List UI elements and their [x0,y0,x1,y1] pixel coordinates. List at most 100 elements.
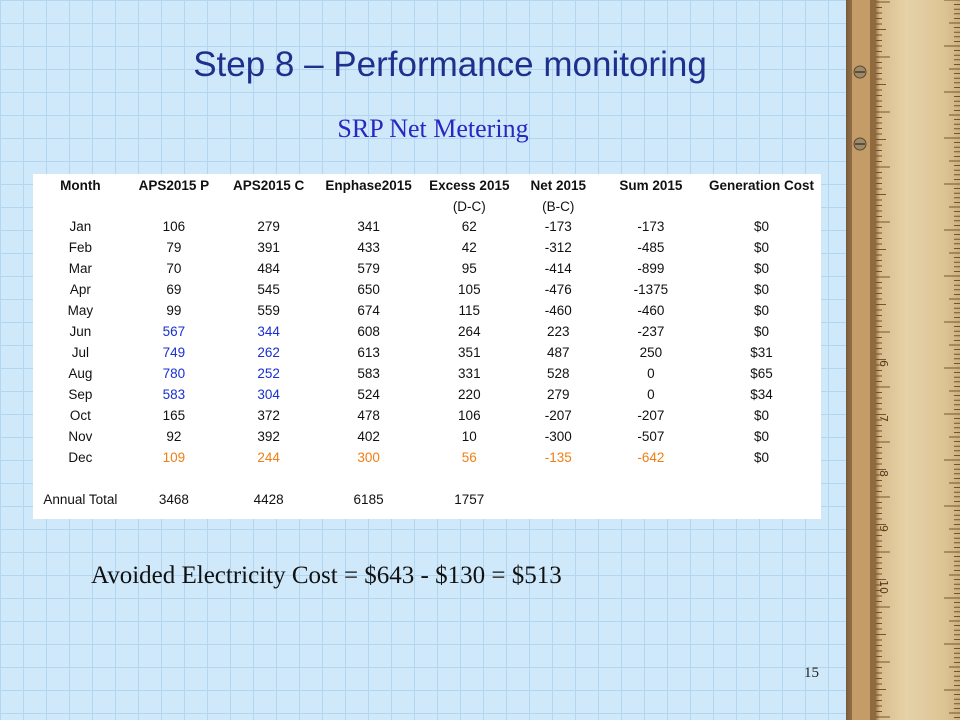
table-header-row: Month APS2015 P APS2015 C Enphase2015 Ex… [35,174,821,196]
total-sum [600,488,702,510]
cell-month: Nov [68,429,93,444]
header-excess: Excess 2015 [429,177,510,193]
cell-aps-c: 279 [257,219,280,234]
subheader-cell: (B-C) [542,198,575,214]
subheader-cell [315,196,422,216]
cell-excess: 62 [461,219,477,234]
cell-generation-cost: $0 [753,261,769,276]
cell-aps-p: 109 [162,450,186,465]
total-excess: 1757 [454,491,485,507]
cell-aps-p: 70 [166,261,182,276]
cell-aps-c: 252 [257,366,280,381]
cell-excess: 351 [458,345,481,360]
cell-sum: -485 [637,240,665,255]
cell-aps-c: 262 [257,345,280,360]
table-row: Jan 106 279 341 62 -173 -173 $0 [35,216,821,237]
total-row: Annual Total 3468 4428 6185 1757 [35,488,821,510]
spacer-row [35,468,821,488]
cell-enphase: 650 [357,282,380,297]
subheader-cell [222,196,315,216]
cell-aps-p: 69 [166,282,182,297]
cell-excess: 331 [458,366,481,381]
total-net [517,488,600,510]
cell-sum: 0 [647,366,655,381]
cell-enphase: 341 [357,219,380,234]
cell-month: Jan [69,219,92,234]
cell-excess: 95 [461,261,477,276]
cell-excess: 42 [461,240,477,255]
svg-text:8: 8 [877,470,890,477]
cell-sum: -173 [637,219,665,234]
table-subheader-row: (D-C) (B-C) [35,196,821,216]
total-generation-cost [702,488,821,510]
cell-aps-c: 559 [257,303,280,318]
cell-generation-cost: $65 [750,366,773,381]
table-row: Apr 69 545 650 105 -476 -1375 $0 [35,279,821,300]
cell-generation-cost: $0 [753,450,769,465]
cell-month: Oct [69,408,91,423]
cell-excess: 220 [458,387,481,402]
total-aps-p: 3468 [158,491,189,507]
cell-aps-c: 344 [257,324,280,339]
cell-enphase: 524 [357,387,380,402]
subheader-cell [702,196,821,216]
table-row: Aug 780 252 583 331 528 0 $65 [35,363,821,384]
table-body: Jan 106 279 341 62 -173 -173 $0 Feb 79 391 433 42 -3… [35,216,821,510]
cell-sum: 250 [639,345,663,360]
cell-enphase: 613 [357,345,380,360]
cell-net: -173 [544,219,572,234]
cell-generation-cost: $0 [753,303,769,318]
cell-aps-c: 392 [257,429,280,444]
page-number: 15 [804,665,819,681]
metering-table-container: Month APS2015 P APS2015 C Enphase2015 Ex… [33,174,821,519]
cell-enphase: 674 [357,303,380,318]
cell-sum: -1375 [633,282,669,297]
cell-net: -300 [544,429,572,444]
cell-month: May [67,303,94,318]
cell-aps-c: 484 [257,261,280,276]
cell-month: Jun [69,324,92,339]
cell-excess: 106 [458,408,481,423]
cell-net: 223 [547,324,570,339]
cell-aps-p: 780 [162,366,186,381]
cell-net: 279 [547,387,570,402]
cell-aps-c: 391 [257,240,280,255]
cell-aps-p: 92 [166,429,182,444]
subheader-cell [600,196,702,216]
cell-aps-p: 567 [162,324,186,339]
cell-aps-c: 372 [257,408,280,423]
subheader-cell [35,196,126,216]
ruler-decoration: 6 7 8 9 10 [846,0,960,720]
cell-sum: 0 [647,387,655,402]
cell-excess: 56 [461,450,477,465]
cell-sum: -507 [637,429,665,444]
cell-enphase: 478 [357,408,380,423]
total-enphase: 6185 [353,491,384,507]
cell-net: -476 [544,282,572,297]
cell-generation-cost: $0 [753,219,769,234]
cell-enphase: 579 [357,261,380,276]
table-row: Jun 567 344 608 264 223 -237 $0 [35,321,821,342]
cell-excess: 264 [458,324,481,339]
cell-net: -414 [544,261,572,276]
header-enphase: Enphase2015 [325,177,412,193]
cell-net: -460 [544,303,572,318]
cell-month: Sep [68,387,93,402]
cell-aps-c: 545 [257,282,280,297]
svg-text:6: 6 [877,360,890,367]
avoided-cost-equation: Avoided Electricity Cost = $643 - $130 =… [91,562,562,589]
cell-month: Dec [68,450,93,465]
cell-generation-cost: $0 [753,324,769,339]
cell-generation-cost: $0 [753,282,769,297]
spacer-cell [35,468,821,488]
cell-enphase: 608 [357,324,380,339]
cell-excess: 105 [458,282,481,297]
cell-sum: -899 [637,261,665,276]
cell-aps-c: 304 [257,387,280,402]
cell-aps-p: 79 [166,240,182,255]
table-row: May 99 559 674 115 -460 -460 $0 [35,300,821,321]
header-month: Month [60,177,101,193]
cell-net: 528 [547,366,570,381]
table-row: Oct 165 372 478 106 -207 -207 $0 [35,405,821,426]
cell-generation-cost: $0 [753,240,769,255]
